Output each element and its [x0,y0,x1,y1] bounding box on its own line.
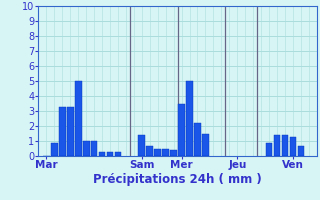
Bar [59,106,66,156]
Bar [67,106,74,156]
Bar [186,81,193,156]
Bar [282,135,288,156]
Bar [290,137,296,156]
Bar [298,146,304,156]
Bar [91,141,98,156]
Bar [154,148,161,156]
Bar [99,152,105,156]
Bar [139,135,145,156]
Bar [178,104,185,156]
Bar [194,123,201,156]
Bar [266,142,272,156]
Bar [202,134,209,156]
Bar [274,135,280,156]
Bar [115,152,121,156]
X-axis label: Précipitations 24h ( mm ): Précipitations 24h ( mm ) [93,173,262,186]
Bar [51,142,58,156]
Bar [107,152,113,156]
Bar [83,141,90,156]
Bar [75,81,82,156]
Bar [162,148,169,156]
Bar [170,150,177,156]
Bar [146,146,153,156]
